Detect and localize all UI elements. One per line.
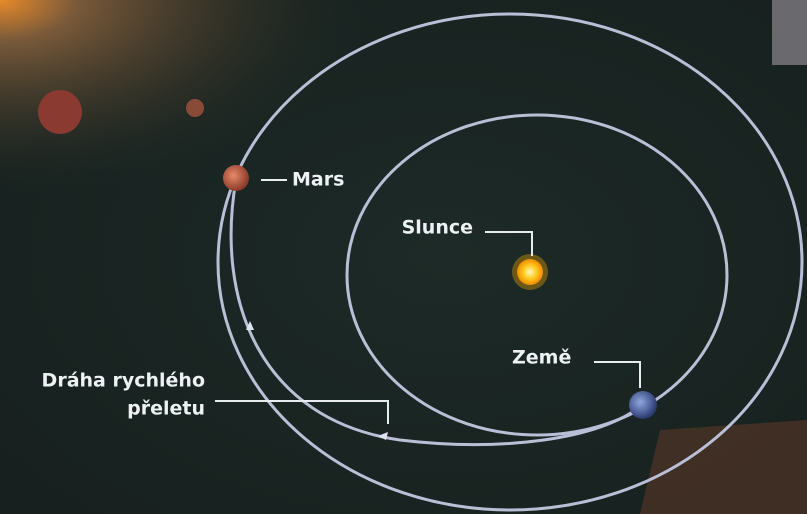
corner-decoration: [772, 0, 807, 65]
earth: [629, 391, 657, 419]
asteroid: [186, 99, 204, 117]
transfer-label: Dráha rychlého: [42, 370, 205, 392]
diagram: Mars Slunce Země Dráha rychlého přeletu: [0, 0, 807, 514]
asteroid: [38, 90, 82, 134]
transfer-label: přeletu: [127, 398, 205, 420]
earth-label: Země: [512, 347, 571, 369]
mars: [223, 165, 249, 191]
corner-decoration: [640, 420, 807, 514]
sun: [517, 259, 543, 285]
mars-label: Mars: [292, 169, 344, 191]
sun-label: Slunce: [402, 217, 473, 239]
